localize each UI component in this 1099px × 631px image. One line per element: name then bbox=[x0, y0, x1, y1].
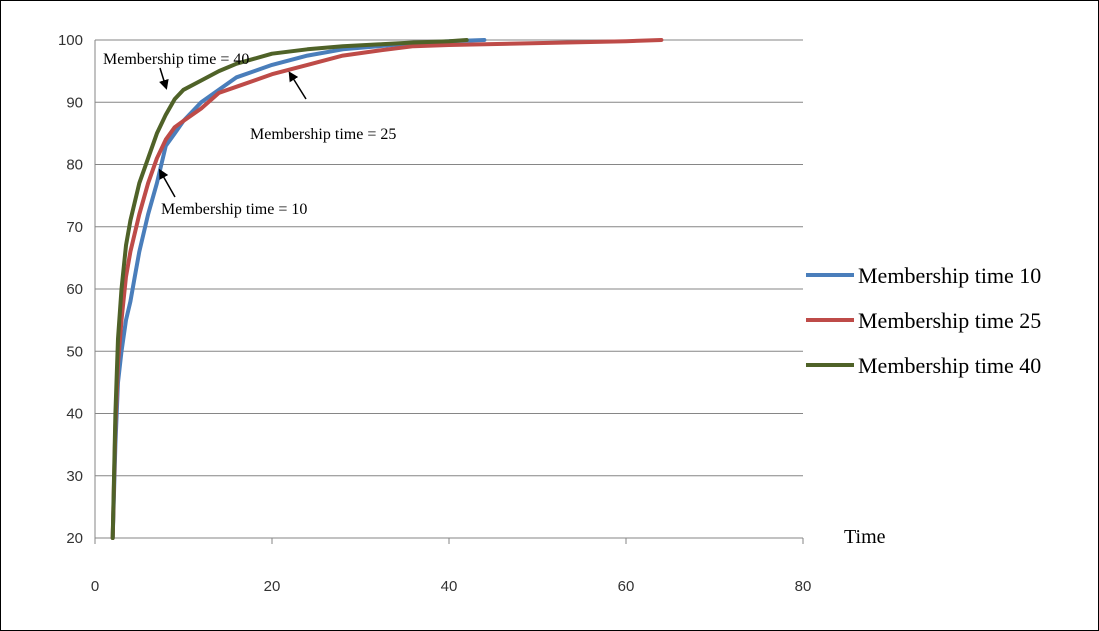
legend: Membership time 10 Membership time 25 Memb… bbox=[806, 263, 1041, 378]
annotation-label: Membership time = 40 bbox=[103, 51, 249, 68]
x-tick-label: 60 bbox=[618, 578, 635, 595]
annotation-label: Membership time = 10 bbox=[161, 201, 307, 218]
y-tick-label: 80 bbox=[66, 157, 83, 174]
x-axis-label: Time bbox=[844, 526, 886, 548]
annotations: Membership time = 40 Membership time = 25… bbox=[103, 51, 396, 218]
series-lines bbox=[110, 38, 664, 540]
y-tick-label: 70 bbox=[66, 219, 83, 236]
annotation-arrow bbox=[159, 67, 169, 90]
y-tick-label: 50 bbox=[66, 343, 83, 360]
legend-label: Membership time 40 bbox=[858, 353, 1041, 378]
legend-label: Membership time 25 bbox=[858, 308, 1041, 333]
y-tick-label: 100 bbox=[58, 32, 83, 49]
x-tick-label: 80 bbox=[795, 578, 812, 595]
axes: 20 30 40 50 60 70 80 90 100 0 20 40 60 80 bbox=[58, 32, 811, 595]
series-line-3 bbox=[110, 38, 469, 540]
series-line-1 bbox=[110, 38, 487, 540]
y-tick-label: 90 bbox=[66, 94, 83, 111]
y-tick-label: 60 bbox=[66, 281, 83, 298]
y-tick-label: 40 bbox=[66, 406, 83, 423]
annotation-arrow bbox=[158, 168, 176, 198]
annotation-label: Membership time = 25 bbox=[250, 126, 396, 143]
x-tick-label: 20 bbox=[264, 578, 281, 595]
y-tick-label: 20 bbox=[66, 530, 83, 547]
series-line-2 bbox=[110, 38, 664, 540]
grid-lines bbox=[95, 39, 803, 539]
annotation-arrow bbox=[288, 71, 307, 100]
legend-label: Membership time 10 bbox=[858, 263, 1041, 288]
y-tick-label: 30 bbox=[66, 468, 83, 485]
x-tick-label: 0 bbox=[91, 578, 99, 595]
x-tick-label: 40 bbox=[441, 578, 458, 595]
